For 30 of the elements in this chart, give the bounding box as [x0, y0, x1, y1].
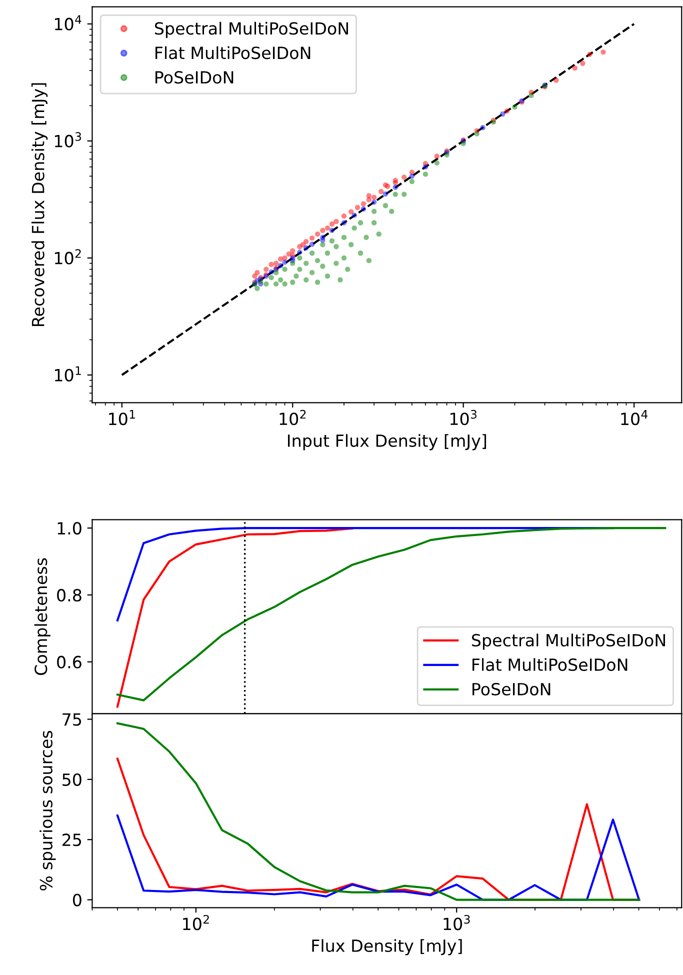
y-tick-label: 25	[62, 834, 82, 846]
y-axis-title: Completeness	[34, 558, 50, 676]
line-series	[116, 814, 640, 901]
y-tick-label: 50	[62, 773, 82, 786]
x-axis-title: Input Flux Density [mJy]	[288, 434, 486, 450]
y-axis-title: Recovered Flux Density [mJy]	[31, 83, 48, 326]
legend-label: Spectral MultiPoSeIDoN	[472, 634, 665, 650]
y-tick-label: 10$^{4}$	[54, 15, 82, 30]
line-series	[116, 526, 666, 702]
legend-label: Flat MultiPoSeIDoN	[472, 658, 628, 672]
legend-label: Spectral MultiPoSeIDoN	[154, 22, 348, 38]
y-tick-label: 0	[72, 894, 82, 906]
x-tick-label: 10$^{3}$	[450, 410, 477, 426]
line-series	[116, 527, 354, 708]
y-axis-title: % spurious sources	[40, 730, 56, 890]
line-series	[116, 722, 640, 901]
y-tick-label: 10$^{3}$	[54, 132, 82, 148]
x-axis-title: Flux Density [mJy]	[312, 939, 462, 956]
x-tick-label: 10$^{1}$	[109, 410, 135, 426]
y-tick-label: 75	[62, 713, 82, 726]
legend-label: PoSeIDoN	[156, 71, 234, 84]
y-tick-label: 10$^{2}$	[54, 249, 81, 264]
y-tick-label: 10$^{1}$	[54, 366, 81, 382]
y-tick-label: 0.6	[57, 656, 82, 668]
x-tick-label: 10$^{4}$	[621, 410, 648, 426]
x-tick-label: 10$^{2}$	[280, 410, 306, 426]
legend-label: Flat MultiPoSeIDoN	[156, 46, 310, 60]
y-tick-label: 0.8	[57, 588, 82, 602]
legend-label: PoSeIDoN	[472, 682, 550, 696]
y-tick-label: 1.0	[58, 522, 82, 535]
